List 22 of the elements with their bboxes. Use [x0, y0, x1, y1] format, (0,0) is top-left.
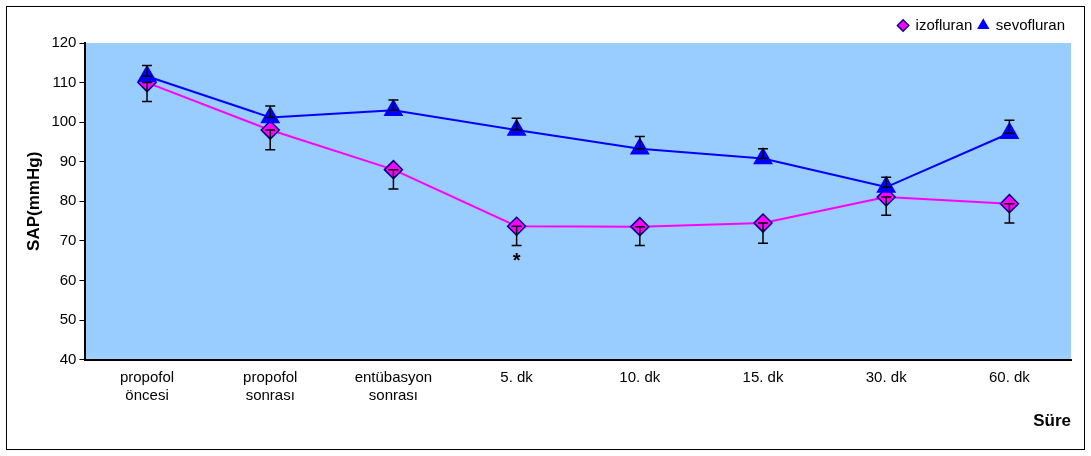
x-axis-title: Süre: [1033, 411, 1071, 431]
y-tick-label: 80: [59, 191, 77, 209]
y-tick-label: 100: [51, 112, 77, 130]
x-tick-label: propofol sonrası: [243, 367, 298, 403]
y-tick-label: 70: [59, 231, 77, 249]
x-tick-label: 60. dk: [988, 367, 1031, 385]
annotation: *: [512, 249, 521, 272]
legend-label: izofluran: [915, 15, 973, 33]
y-tick-label: 110: [52, 72, 77, 90]
y-axis-title: SAP(mmHg): [23, 151, 43, 251]
x-tick-label: 30. dk: [865, 367, 908, 385]
y-tick-label: 60: [59, 270, 77, 288]
x-tick-label: 10. dk: [619, 367, 661, 385]
y-tick-label: 90: [59, 151, 77, 169]
y-tick-label: 120: [51, 33, 77, 51]
x-tick-label: propofol öncesi: [119, 367, 175, 403]
x-tick-label: entübasyon sonrası: [354, 367, 433, 403]
x-tick-label: 15. dk: [742, 367, 784, 385]
y-tick-label: 40: [59, 349, 77, 367]
y-tick-label: 50: [59, 310, 77, 328]
x-tick-label: 5. dk: [500, 367, 534, 385]
legend-label: sevofluran: [995, 15, 1066, 33]
